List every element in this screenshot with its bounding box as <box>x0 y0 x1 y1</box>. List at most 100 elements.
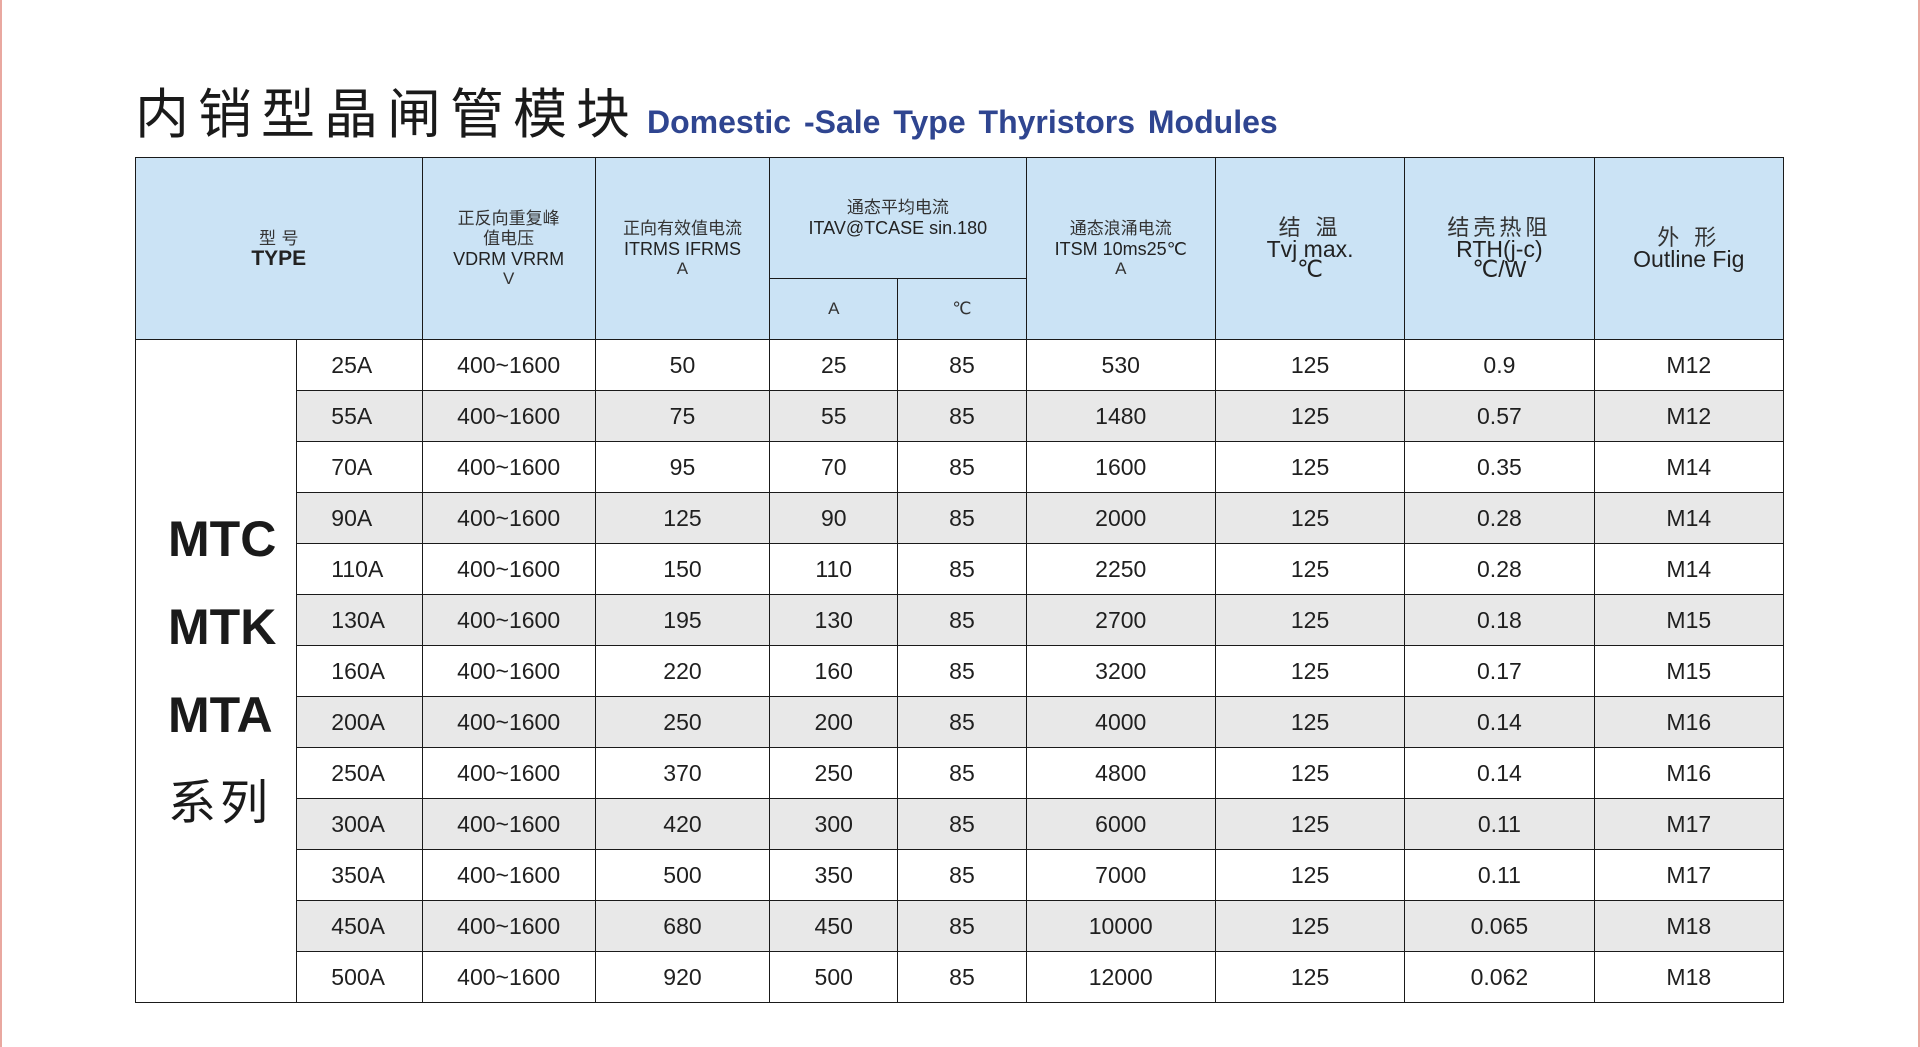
cell-itsm: 7000 <box>1025 849 1216 901</box>
cell-outline: M14 <box>1593 441 1785 493</box>
cell-itrms: 920 <box>594 951 771 1003</box>
cell-vdrm: 400~1600 <box>421 441 596 493</box>
cell-outline: M16 <box>1593 747 1785 799</box>
table-row: 350A 400~1600 500 350 85 7000 125 0.11 M17 <box>136 849 1785 901</box>
table-row: 160A 400~1600 220 160 85 3200 125 0.17 M15 <box>136 645 1785 697</box>
table-row: 110A 400~1600 150 110 85 2250 125 0.28 M14 <box>136 543 1785 595</box>
cell-tvj: 125 <box>1214 441 1406 493</box>
cell-model: 300A <box>296 798 423 850</box>
cell-tcase: 85 <box>897 645 1027 697</box>
cell-tvj: 125 <box>1214 696 1406 748</box>
table-body: MTC MTK MTA 系列 25A 400~1600 50 25 85 530 125 0.9 M12… <box>134 339 1785 1003</box>
cell-itsm: 1600 <box>1025 441 1216 493</box>
cell-itrms: 420 <box>594 798 771 850</box>
cell-tvj: 125 <box>1214 747 1406 799</box>
header-tvj-cn: 结 温 <box>1278 215 1342 241</box>
header-itrms: 正向有效值电流 ITRMS IFRMS A <box>594 157 771 340</box>
cell-itsm: 10000 <box>1025 900 1216 952</box>
header-tvj-symbol: Tvj max. <box>1266 235 1354 262</box>
table-row: 130A 400~1600 195 130 85 2700 125 0.18 M15 <box>136 594 1785 646</box>
header-itav-unit-a: A <box>769 278 899 340</box>
cell-itsm: 2000 <box>1025 492 1216 544</box>
header-itsm-cn: 通态浪涌电流 <box>1069 218 1172 239</box>
cell-outline: M18 <box>1593 900 1785 952</box>
cell-rth: 0.065 <box>1404 900 1595 952</box>
cell-tvj: 125 <box>1214 492 1406 544</box>
cell-rth: 0.14 <box>1404 696 1595 748</box>
cell-outline: M18 <box>1593 951 1785 1003</box>
cell-itrms: 95 <box>594 441 771 493</box>
header-vdrm-cn2: 值电压 <box>483 228 535 249</box>
left-edge-line <box>0 0 2 1047</box>
title-english: Domestic -Sale Type Thyristors Modules <box>647 104 1278 140</box>
header-outline-cn: 外 形 <box>1657 225 1721 251</box>
header-itav-unit-c: ℃ <box>897 278 1027 340</box>
cell-itav: 160 <box>769 645 899 697</box>
cell-tcase: 85 <box>897 339 1027 391</box>
cell-tcase: 85 <box>897 492 1027 544</box>
cell-tvj: 125 <box>1214 900 1406 952</box>
header-vdrm-unit: V <box>502 268 515 288</box>
cell-tcase: 85 <box>897 441 1027 493</box>
cell-itrms: 500 <box>594 849 771 901</box>
page-title: 内销型晶闸管模块 Domestic -Sale Type Thyristors … <box>135 80 1278 142</box>
header-vdrm-symbol: VDRM VRRM <box>453 248 565 269</box>
cell-itrms: 250 <box>594 696 771 748</box>
cell-itsm: 4800 <box>1025 747 1216 799</box>
cell-model: 90A <box>296 492 423 544</box>
cell-rth: 0.14 <box>1404 747 1595 799</box>
cell-itav: 350 <box>769 849 899 901</box>
header-itav: 通态平均电流 ITAV@TCASE sin.180 <box>769 157 1027 279</box>
thyristor-spec-table: 型 号 TYPE 正反向重复峰 值电压 VDRM VRRM V 正向有效值电流 … <box>134 157 1785 1003</box>
cell-rth: 0.28 <box>1404 543 1595 595</box>
cell-vdrm: 400~1600 <box>421 696 596 748</box>
cell-itrms: 50 <box>594 339 771 391</box>
cell-model: 500A <box>296 951 423 1003</box>
cell-tcase: 85 <box>897 390 1027 442</box>
cell-itav: 200 <box>769 696 899 748</box>
header-itav-cn: 通态平均电流 <box>846 198 949 218</box>
cell-vdrm: 400~1600 <box>421 900 596 952</box>
cell-rth: 0.17 <box>1404 645 1595 697</box>
header-tvj-unit: ℃ <box>1297 255 1323 282</box>
cell-itav: 55 <box>769 390 899 442</box>
cell-vdrm: 400~1600 <box>421 543 596 595</box>
cell-itav: 130 <box>769 594 899 646</box>
header-rth-symbol: RTH(j-c) <box>1456 235 1543 262</box>
cell-rth: 0.28 <box>1404 492 1595 544</box>
cell-tvj: 125 <box>1214 645 1406 697</box>
cell-itav: 70 <box>769 441 899 493</box>
cell-rth: 0.11 <box>1404 798 1595 850</box>
header-rth: 结壳热阻 RTH(j-c) ℃/W <box>1404 157 1595 340</box>
cell-vdrm: 400~1600 <box>421 951 596 1003</box>
header-tvj: 结 温 Tvj max. ℃ <box>1214 157 1406 340</box>
cell-itav: 90 <box>769 492 899 544</box>
cell-vdrm: 400~1600 <box>421 849 596 901</box>
cell-itav: 250 <box>769 747 899 799</box>
cell-itsm: 4000 <box>1025 696 1216 748</box>
cell-model: 350A <box>296 849 423 901</box>
cell-itav: 300 <box>769 798 899 850</box>
cell-tcase: 85 <box>897 951 1027 1003</box>
cell-model: 160A <box>296 645 423 697</box>
cell-itsm: 1480 <box>1025 390 1216 442</box>
cell-tcase: 85 <box>897 900 1027 952</box>
cell-vdrm: 400~1600 <box>421 390 596 442</box>
cell-rth: 0.18 <box>1404 594 1595 646</box>
series-mtc: MTC <box>168 511 277 567</box>
cell-vdrm: 400~1600 <box>421 492 596 544</box>
table-row: 90A 400~1600 125 90 85 2000 125 0.28 M14 <box>136 492 1785 544</box>
cell-itrms: 680 <box>594 900 771 952</box>
header-itrms-cn: 正向有效值电流 <box>622 218 742 239</box>
cell-tvj: 125 <box>1214 339 1406 391</box>
header-itsm-unit: A <box>1115 258 1127 278</box>
cell-itrms: 75 <box>594 390 771 442</box>
cell-itsm: 2700 <box>1025 594 1216 646</box>
cell-itav: 110 <box>769 543 899 595</box>
cell-rth: 0.11 <box>1404 849 1595 901</box>
cell-rth: 0.062 <box>1404 951 1595 1003</box>
cell-outline: M14 <box>1593 543 1785 595</box>
cell-itsm: 12000 <box>1025 951 1216 1003</box>
series-mta: MTA <box>168 687 273 743</box>
header-itrms-symbol: ITRMS IFRMS <box>623 238 741 259</box>
